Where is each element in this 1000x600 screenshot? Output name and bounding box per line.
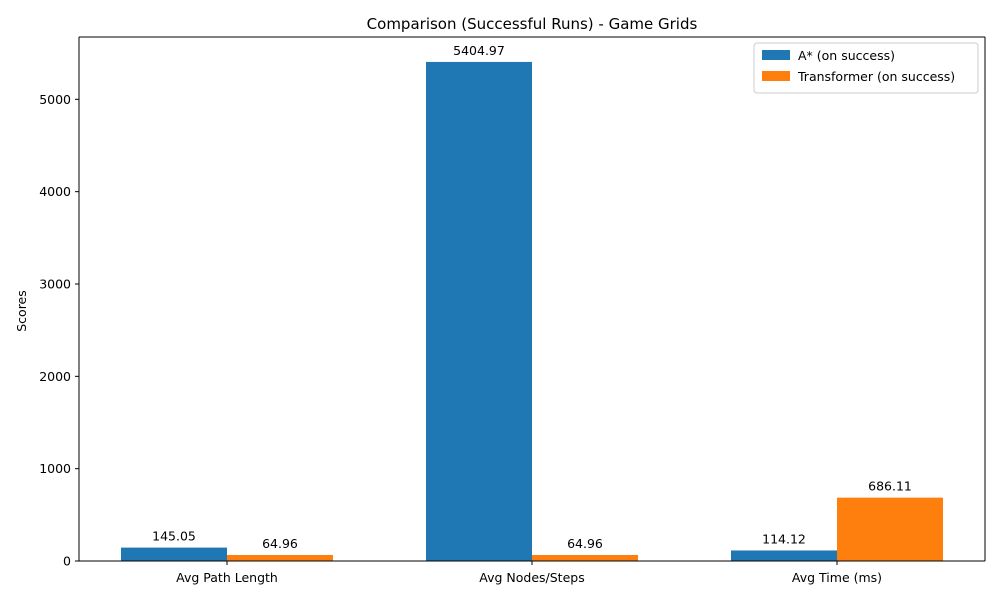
data-label: 145.05	[152, 529, 196, 544]
data-label: 114.12	[762, 531, 806, 546]
legend-entry: A* (on success)	[798, 48, 895, 63]
plot-area: 145.05 5404.97 114.12 64.96 64.96 686.11 0 1000…	[39, 36, 986, 585]
bar-transformer-0	[227, 555, 333, 561]
bar-transformer-1	[532, 555, 638, 561]
data-label: 5404.97	[453, 43, 505, 58]
bar-transformer-2	[837, 497, 943, 561]
y-tick-label: 5000	[39, 92, 71, 107]
bar-astar-2	[731, 550, 837, 561]
legend-entry: Transformer (on success)	[797, 69, 955, 84]
legend: A* (on success) Transformer (on success)	[753, 42, 979, 94]
y-tick-label: 0	[63, 554, 71, 569]
chart-title: Comparison (Successful Runs) - Game Grid…	[367, 15, 698, 33]
legend-swatch	[762, 71, 790, 81]
bar-astar-1	[426, 61, 532, 561]
y-tick-label: 1000	[39, 461, 71, 476]
data-label: 64.96	[567, 536, 603, 551]
y-tick-label: 2000	[39, 369, 71, 384]
x-tick-label: Avg Time (ms)	[792, 570, 882, 585]
bar-astar-0	[121, 547, 227, 561]
y-tick-label: 3000	[39, 276, 71, 291]
x-tick-label: Avg Path Length	[176, 570, 278, 585]
y-tick-label: 4000	[39, 184, 71, 199]
data-label: 64.96	[262, 536, 298, 551]
x-tick-label: Avg Nodes/Steps	[479, 570, 584, 585]
data-label: 686.11	[868, 479, 912, 494]
legend-swatch	[762, 50, 790, 60]
y-axis-label: Scores	[14, 290, 29, 332]
legend-frame	[753, 42, 979, 94]
